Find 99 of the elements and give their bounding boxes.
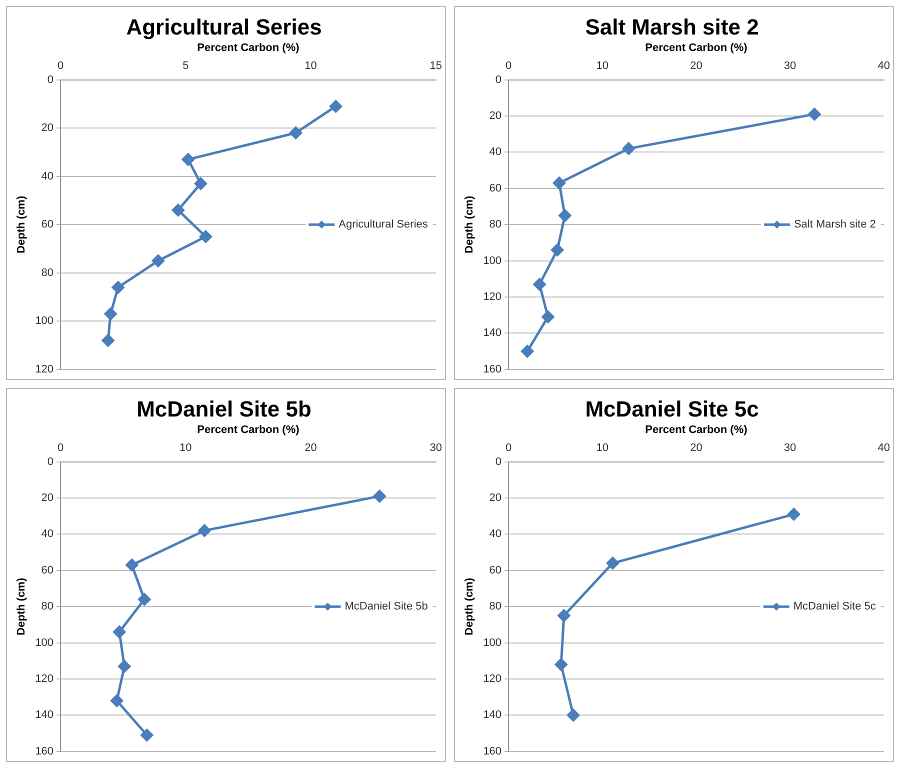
point bbox=[112, 281, 124, 294]
point bbox=[606, 556, 619, 570]
y-tick-label: 80 bbox=[41, 266, 54, 279]
point bbox=[172, 204, 184, 216]
point bbox=[199, 230, 212, 243]
y-tick-label: 20 bbox=[41, 492, 54, 504]
point bbox=[152, 254, 164, 268]
x-axis-title: Percent Carbon (%) bbox=[645, 42, 748, 54]
y-tick-label: 160 bbox=[483, 363, 502, 376]
x-tick-label: 10 bbox=[596, 442, 609, 454]
x-tick-label: 30 bbox=[784, 60, 796, 72]
x-tick-label: 0 bbox=[505, 442, 512, 454]
y-tick-label: 0 bbox=[495, 74, 502, 86]
chart-title: McDaniel Site 5b bbox=[136, 396, 312, 422]
point bbox=[182, 153, 194, 166]
y-axis-title: Depth (cm) bbox=[464, 578, 476, 636]
x-axis-title: Percent Carbon (%) bbox=[645, 424, 748, 436]
y-tick-label: 60 bbox=[41, 564, 54, 576]
y-tick-label: 0 bbox=[47, 456, 54, 468]
x-tick-label: 40 bbox=[878, 442, 890, 454]
point bbox=[558, 609, 570, 622]
legend-label: Salt Marsh site 2 bbox=[794, 218, 876, 231]
y-tick-label: 80 bbox=[489, 218, 502, 231]
x-axis-title: Percent Carbon (%) bbox=[197, 42, 300, 54]
chart-title: Salt Marsh site 2 bbox=[585, 14, 759, 40]
y-tick-label: 120 bbox=[483, 673, 502, 686]
y-tick-label: 40 bbox=[489, 146, 502, 158]
y-tick-label: 100 bbox=[483, 636, 502, 649]
y-tick-label: 20 bbox=[41, 122, 54, 134]
y-tick-label: 140 bbox=[483, 709, 502, 722]
y-tick-label: 40 bbox=[41, 528, 54, 540]
point bbox=[138, 593, 151, 606]
y-tick-label: 60 bbox=[489, 564, 502, 576]
y-tick-label: 120 bbox=[35, 363, 54, 376]
point bbox=[521, 345, 534, 358]
x-tick-label: 5 bbox=[182, 60, 189, 72]
x-tick-label: 30 bbox=[784, 442, 796, 454]
point bbox=[290, 126, 302, 140]
y-tick-label: 0 bbox=[47, 74, 54, 86]
x-tick-label: 15 bbox=[430, 60, 442, 72]
point bbox=[113, 626, 126, 638]
y-tick-label: 120 bbox=[35, 673, 54, 686]
point bbox=[330, 100, 342, 113]
y-tick-label: 100 bbox=[35, 636, 54, 649]
point bbox=[554, 658, 568, 671]
point bbox=[140, 728, 154, 742]
point bbox=[110, 694, 124, 707]
point bbox=[126, 558, 138, 572]
point bbox=[102, 334, 114, 347]
x-tick-label: 0 bbox=[505, 60, 512, 72]
chart-title: Agricultural Series bbox=[126, 14, 322, 40]
point bbox=[118, 660, 131, 673]
x-tick-label: 0 bbox=[57, 60, 64, 72]
point bbox=[551, 244, 564, 256]
point bbox=[373, 490, 386, 502]
x-tick-label: 30 bbox=[430, 442, 442, 454]
x-tick-label: 10 bbox=[304, 60, 317, 72]
y-tick-label: 120 bbox=[483, 291, 502, 304]
y-tick-label: 100 bbox=[483, 254, 502, 267]
point bbox=[567, 708, 580, 722]
y-axis-title: Depth (cm) bbox=[16, 196, 28, 254]
point bbox=[622, 142, 635, 155]
x-tick-label: 20 bbox=[690, 60, 702, 72]
y-tick-label: 140 bbox=[483, 327, 502, 340]
y-tick-label: 40 bbox=[489, 528, 502, 540]
legend-label: McDaniel Site 5b bbox=[344, 600, 428, 613]
y-tick-label: 160 bbox=[35, 745, 54, 758]
y-tick-label: 20 bbox=[489, 492, 502, 504]
point bbox=[788, 508, 800, 521]
x-tick-label: 10 bbox=[596, 60, 609, 72]
x-axis-title: Percent Carbon (%) bbox=[197, 424, 300, 436]
point bbox=[542, 310, 554, 324]
y-axis-title: Depth (cm) bbox=[16, 578, 28, 636]
point bbox=[552, 176, 566, 190]
y-tick-label: 140 bbox=[35, 709, 54, 722]
point bbox=[558, 209, 572, 222]
y-tick-label: 80 bbox=[41, 600, 54, 613]
y-tick-label: 60 bbox=[41, 218, 54, 231]
point bbox=[808, 108, 821, 120]
y-tick-label: 80 bbox=[489, 600, 502, 613]
y-tick-label: 160 bbox=[483, 745, 502, 758]
y-tick-label: 60 bbox=[489, 182, 502, 194]
x-tick-label: 40 bbox=[878, 60, 890, 72]
point bbox=[104, 308, 117, 320]
y-tick-label: 0 bbox=[495, 456, 502, 468]
x-tick-label: 10 bbox=[180, 442, 192, 454]
y-axis-title: Depth (cm) bbox=[464, 196, 476, 254]
legend-label: McDaniel Site 5c bbox=[793, 600, 876, 613]
y-tick-label: 20 bbox=[489, 110, 502, 122]
point bbox=[194, 177, 207, 190]
point bbox=[198, 524, 211, 537]
legend-label: Agricultural Series bbox=[338, 218, 428, 231]
y-tick-label: 100 bbox=[35, 315, 54, 328]
point bbox=[533, 278, 546, 291]
y-tick-label: 40 bbox=[41, 170, 54, 182]
x-tick-label: 20 bbox=[690, 442, 702, 454]
chart-title: McDaniel Site 5c bbox=[585, 396, 759, 422]
x-tick-label: 20 bbox=[304, 442, 317, 454]
x-tick-label: 0 bbox=[57, 442, 64, 454]
